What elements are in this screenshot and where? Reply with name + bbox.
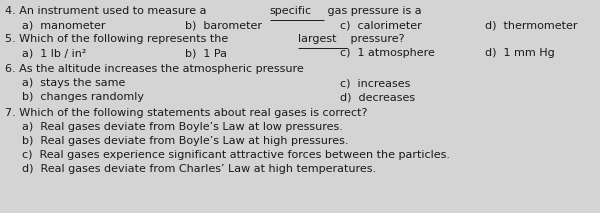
- Text: b)  1 Pa: b) 1 Pa: [185, 48, 227, 58]
- Text: a)  manometer: a) manometer: [22, 20, 106, 30]
- Text: c)  Real gases experience significant attractive forces between the particles.: c) Real gases experience significant att…: [22, 150, 450, 160]
- Text: gas pressure is a: gas pressure is a: [324, 6, 421, 16]
- Text: d)  decreases: d) decreases: [340, 92, 415, 102]
- Text: c)  calorimeter: c) calorimeter: [340, 20, 422, 30]
- Text: d)  Real gases deviate from Charles’ Law at high temperatures.: d) Real gases deviate from Charles’ Law …: [22, 164, 376, 174]
- Text: b)  barometer: b) barometer: [185, 20, 262, 30]
- Text: 5. Which of the following represents the: 5. Which of the following represents the: [5, 34, 232, 44]
- Text: a)  1 lb / in²: a) 1 lb / in²: [22, 48, 86, 58]
- Text: b)  changes randomly: b) changes randomly: [22, 92, 144, 102]
- Text: 4. An instrument used to measure a: 4. An instrument used to measure a: [5, 6, 210, 16]
- Text: 7. Which of the following statements about real gases is correct?: 7. Which of the following statements abo…: [5, 108, 367, 118]
- Text: b)  Real gases deviate from Boyle’s Law at high pressures.: b) Real gases deviate from Boyle’s Law a…: [22, 136, 349, 146]
- Text: 6. As the altitude increases the atmospheric pressure: 6. As the altitude increases the atmosph…: [5, 64, 304, 74]
- Text: d)  1 mm Hg: d) 1 mm Hg: [485, 48, 555, 58]
- Text: a)  Real gases deviate from Boyle’s Law at low pressures.: a) Real gases deviate from Boyle’s Law a…: [22, 122, 343, 132]
- Text: specific: specific: [269, 6, 311, 16]
- Text: c)  1 atmosphere: c) 1 atmosphere: [340, 48, 435, 58]
- Text: pressure?: pressure?: [347, 34, 405, 44]
- Text: c)  increases: c) increases: [340, 78, 410, 88]
- Text: largest: largest: [298, 34, 336, 44]
- Text: d)  thermometer: d) thermometer: [485, 20, 577, 30]
- Text: a)  stays the same: a) stays the same: [22, 78, 125, 88]
